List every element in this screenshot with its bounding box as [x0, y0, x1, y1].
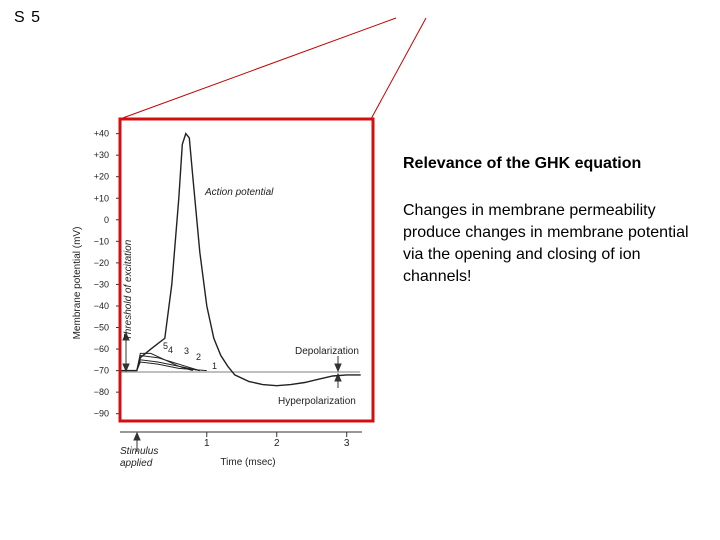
line [136, 361, 207, 372]
series-label: 3 [184, 346, 189, 356]
y-tick-label: −60 [94, 344, 109, 354]
y-tick-label: +20 [94, 172, 109, 182]
line [136, 359, 200, 372]
slide-label: S 5 [14, 9, 42, 26]
y-tick-label: 0 [104, 215, 109, 225]
zoom-line [370, 17, 427, 120]
y-tick-label: +30 [94, 150, 109, 160]
annotation: Hyperpolarization [278, 396, 356, 407]
y-tick-label: −50 [94, 323, 109, 333]
x-tick-label: 2 [274, 438, 280, 449]
highlight-box [118, 117, 375, 423]
line [120, 132, 361, 387]
annotation: Depolarization [295, 346, 359, 357]
series-label: 1 [212, 361, 217, 371]
annotation: Threshold of excitation [123, 239, 134, 340]
series-label: 4 [168, 345, 173, 355]
series-label: 2 [196, 352, 201, 362]
y-tick-label: +40 [94, 129, 109, 139]
line [136, 354, 200, 372]
heading: Relevance of the GHK equation [403, 155, 642, 172]
x-tick-label: 3 [344, 438, 350, 449]
x-tick-label: 1 [204, 438, 210, 449]
y-tick-label: −30 [94, 279, 109, 289]
body-text: Changes in membrane permeability produce… [403, 202, 689, 285]
annotation: Stimulus applied [120, 446, 159, 469]
y-tick-label: −90 [94, 409, 109, 419]
y-tick-label: −70 [94, 366, 109, 376]
series-label: 5 [163, 341, 168, 351]
annotation: Action potential [204, 187, 274, 198]
y-tick-label: −80 [94, 387, 109, 397]
y-tick-label: −10 [94, 236, 109, 246]
y-tick-label: −20 [94, 258, 109, 268]
arrows [122, 331, 342, 452]
y-axis-label: Membrane potential (mV) [72, 227, 83, 340]
x-axis-label: Time (msec) [220, 457, 275, 468]
y-tick-label: −40 [94, 301, 109, 311]
y-tick-label: +10 [94, 193, 109, 203]
zoom-line [119, 17, 397, 120]
